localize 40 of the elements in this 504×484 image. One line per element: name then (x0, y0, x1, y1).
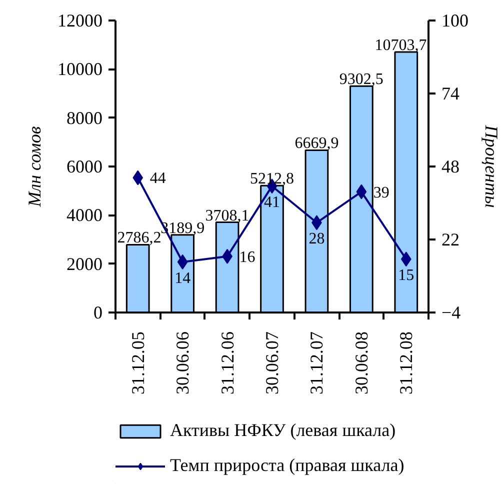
y2-tick-label: 48 (442, 156, 460, 176)
y-tick-label: 12000 (58, 10, 102, 30)
x-tick-label: 31.12.07 (306, 332, 327, 394)
x-tick-label: 30.06.06 (172, 332, 193, 394)
data-label: 9302,5 (339, 71, 384, 88)
y-tick-label: 6000 (66, 156, 102, 176)
y2-tick-label: −4 (442, 302, 461, 322)
data-label: 14 (174, 270, 191, 287)
x-tick-label: 30.06.07 (262, 332, 282, 394)
point (132, 170, 144, 186)
x-tick-label: 31.12.06 (217, 332, 238, 394)
data-label: 16 (239, 248, 256, 266)
x-tick-label: 31.12.05 (128, 332, 148, 394)
point (177, 254, 188, 270)
data-label: 2786,2 (117, 230, 162, 247)
data-label: 6669,9 (294, 135, 339, 152)
y-tick-label: 4000 (66, 205, 102, 226)
data-label: 41 (264, 194, 280, 212)
y-axis-title: Млн сомов (24, 126, 44, 208)
legend-label: Темп прироста (правая шкала) (170, 455, 404, 476)
y2-axis-title: Проценты (482, 124, 502, 208)
y-tick-label: 10000 (58, 59, 102, 80)
data-label: 3708,1 (205, 207, 250, 224)
legend-label: Активы НФКУ (левая шкала) (170, 420, 396, 441)
data-label: 28 (308, 230, 325, 248)
x-tick-label: 30.06.08 (351, 332, 372, 394)
x-tick-label: 31.12.08 (396, 332, 416, 394)
data-label: 5212,8 (250, 170, 294, 188)
y-tick-label: 0 (94, 302, 102, 322)
data-label: 39 (373, 184, 390, 202)
y-tick-label: 2000 (66, 254, 102, 274)
y2-tick-label: 22 (442, 230, 460, 250)
point (400, 252, 412, 267)
data-label: 44 (150, 170, 166, 188)
data-label: 10703,7 (374, 37, 427, 54)
y-tick-label: 8000 (66, 108, 102, 128)
point (356, 184, 367, 200)
y2-tick-label: 100 (442, 10, 468, 30)
data-label: 15 (398, 267, 414, 284)
y2-tick-label: 74 (442, 84, 460, 104)
